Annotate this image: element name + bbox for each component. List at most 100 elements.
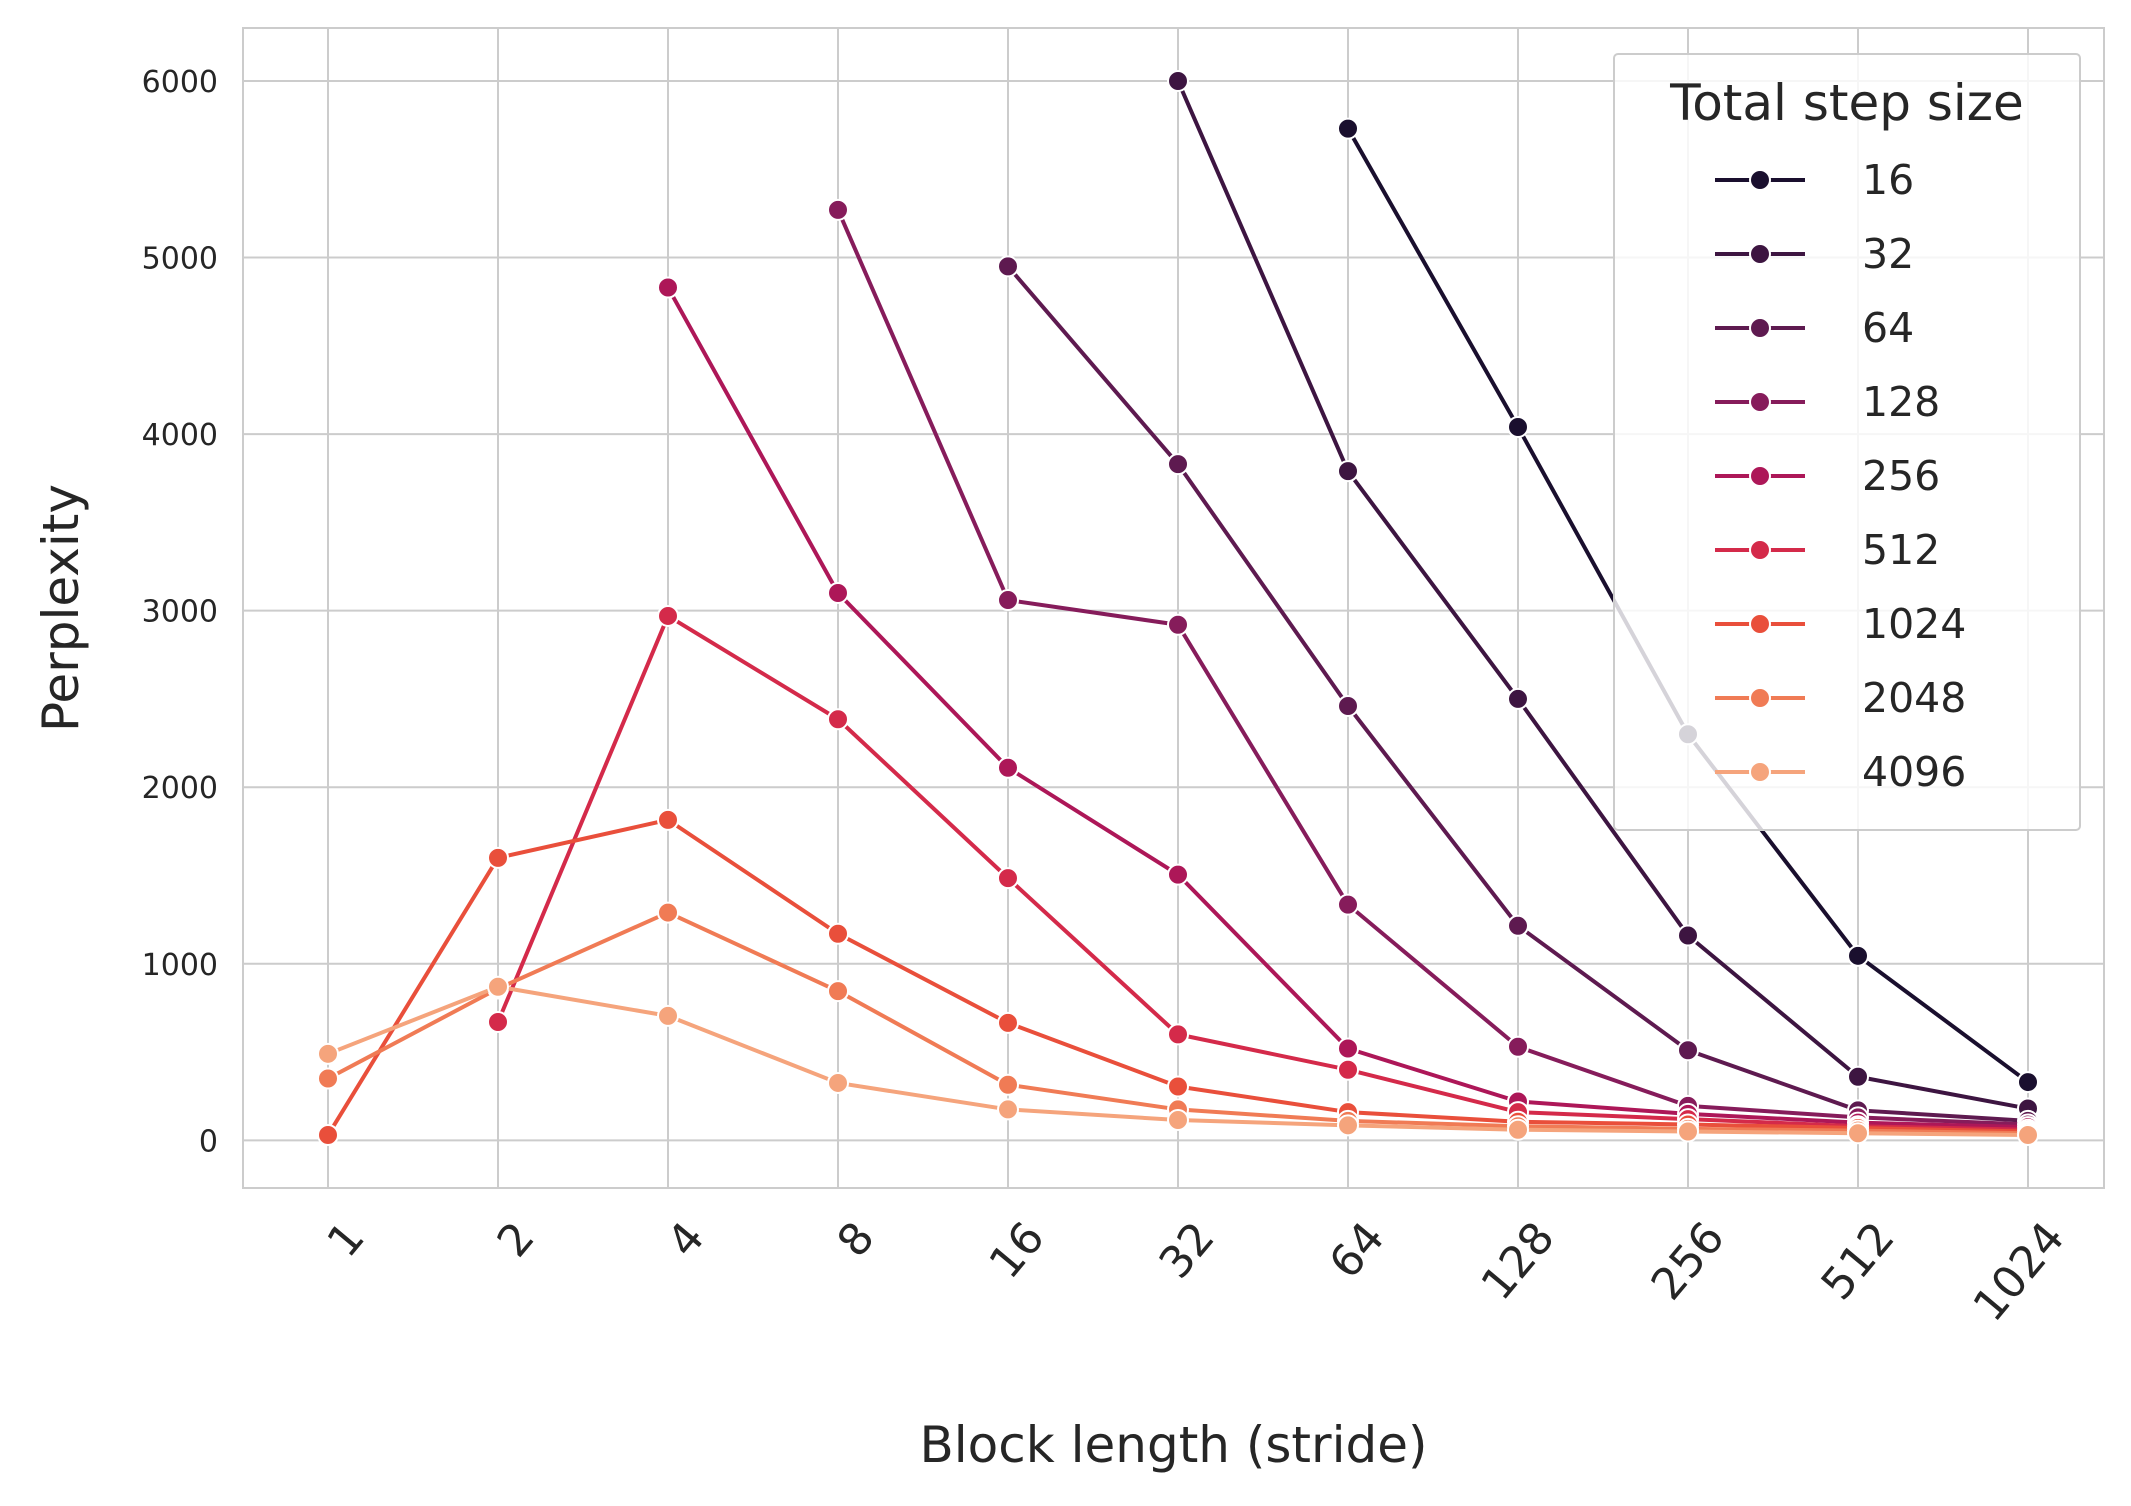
data-point [1337,893,1359,916]
data-point [827,922,849,945]
data-point [997,589,1019,612]
y-tick-label: 2000 [142,771,218,806]
x-tick-label: 32 [1150,1213,1225,1289]
y-tick-label: 5000 [142,242,218,277]
legend-item-2048: 2048 [1715,674,1966,722]
data-point [1507,1035,1529,1058]
y-axis-label: Perplexity [32,484,90,732]
data-point [317,1067,339,1090]
data-point [657,901,679,924]
legend-items: 16 32 64 128 256 512 1024 2048 4096 [1715,156,1966,796]
data-point [1167,453,1189,476]
data-point [657,604,679,627]
y-tick-label: 1000 [142,948,218,983]
legend-marker [1749,243,1771,265]
y-tick-label: 3000 [142,595,218,630]
data-point [1507,1118,1529,1141]
legend-item-256: 256 [1715,452,1940,500]
legend-title: Total step size [1669,74,2024,132]
data-point [1337,117,1359,140]
data-point [487,1011,509,1034]
series-4096 [317,975,2039,1147]
data-point [827,198,849,221]
legend-label: 256 [1862,452,1940,500]
series-line-32 [1176,80,2029,1111]
y-axis-ticks: 0 1000 2000 3000 4000 5000 6000 [142,65,218,1159]
x-axis-label: Block length (stride) [919,1416,1427,1474]
data-point [997,867,1019,890]
data-point [657,808,679,831]
legend-item-64: 64 [1715,304,1914,352]
series-line-512 [496,613,2029,1132]
y-tick-label: 6000 [142,65,218,100]
x-tick-label: 256 [1642,1213,1735,1310]
data-point [657,1004,679,1027]
data-point [1167,1109,1189,1132]
data-point [997,1073,1019,1096]
data-point [1847,944,1869,967]
series-line-128 [836,209,2029,1127]
legend-label: 32 [1862,230,1914,278]
data-point [1337,460,1359,483]
data-point [827,581,849,604]
data-point [827,980,849,1003]
x-tick-label: 2 [488,1213,545,1267]
data-point [997,756,1019,779]
x-tick-label: 8 [828,1213,885,1267]
legend-marker [1749,169,1771,191]
data-point [317,1042,339,1065]
legend-item-16: 16 [1715,156,1914,204]
data-point [1167,69,1189,92]
legend-marker [1749,317,1771,339]
data-point [1847,1065,1869,1088]
data-point [1337,1114,1359,1137]
data-point [827,708,849,731]
y-tick-label: 4000 [142,418,218,453]
data-point [1167,863,1189,886]
data-point [657,276,679,299]
legend-label: 1024 [1862,600,1966,648]
data-point [2017,1124,2039,1147]
legend-label: 64 [1862,304,1914,352]
legend-label: 128 [1862,378,1940,426]
x-tick-label: 4 [658,1213,715,1267]
legend-marker [1749,465,1771,487]
data-point [1167,1075,1189,1098]
legend-label: 2048 [1862,674,1966,722]
legend-item-1024: 1024 [1715,600,1966,648]
data-point [1337,1037,1359,1060]
data-point [1507,687,1529,710]
series-32 [1167,69,2039,1120]
data-point [487,975,509,998]
x-tick-label: 512 [1812,1213,1905,1310]
data-point [1337,1058,1359,1081]
legend: Total step size 16 32 64 128 256 512 1024 2048 4… [1613,53,2081,831]
x-tick-label: 1024 [1964,1213,2075,1332]
legend-item-512: 512 [1715,526,1940,574]
legend-marker [1749,539,1771,561]
legend-frame [1613,53,2081,831]
legend-marker [1749,391,1771,413]
x-tick-label: 16 [980,1213,1055,1289]
legend-marker [1749,613,1771,635]
data-point [997,255,1019,278]
legend-item-4096: 4096 [1715,748,1966,796]
data-point [1167,613,1189,636]
data-point [1337,694,1359,717]
data-point [1167,1023,1189,1046]
data-point [1507,914,1529,937]
legend-label: 4096 [1862,748,1966,796]
legend-item-128: 128 [1715,378,1940,426]
data-point [317,1124,339,1147]
data-point [1847,1122,1869,1145]
x-tick-label: 1 [318,1213,375,1267]
legend-item-32: 32 [1715,230,1914,278]
x-tick-label: 64 [1320,1213,1395,1289]
legend-marker [1749,687,1771,709]
legend-marker [1749,761,1771,783]
data-point [1677,924,1699,947]
data-point [1677,1120,1699,1143]
x-tick-label: 128 [1472,1213,1565,1310]
legend-label: 16 [1862,156,1914,204]
